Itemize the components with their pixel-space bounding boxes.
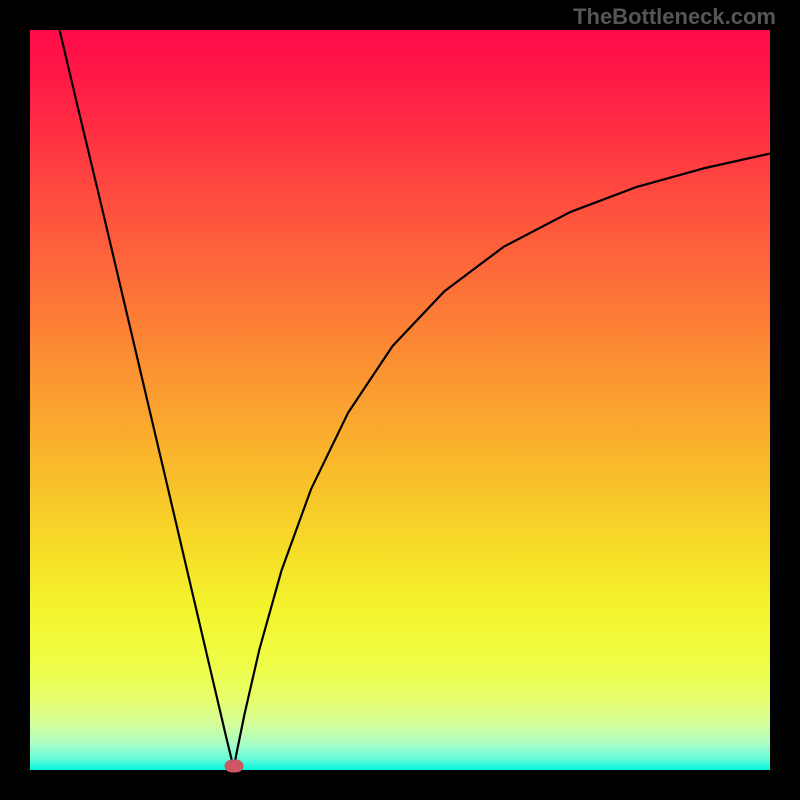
- watermark-text: TheBottleneck.com: [573, 4, 776, 30]
- plot-area: [30, 30, 770, 770]
- chart-stage: TheBottleneck.com: [0, 0, 800, 800]
- bottleneck-curve: [60, 30, 770, 770]
- minimum-marker: [224, 759, 243, 772]
- curve-layer: [30, 30, 770, 770]
